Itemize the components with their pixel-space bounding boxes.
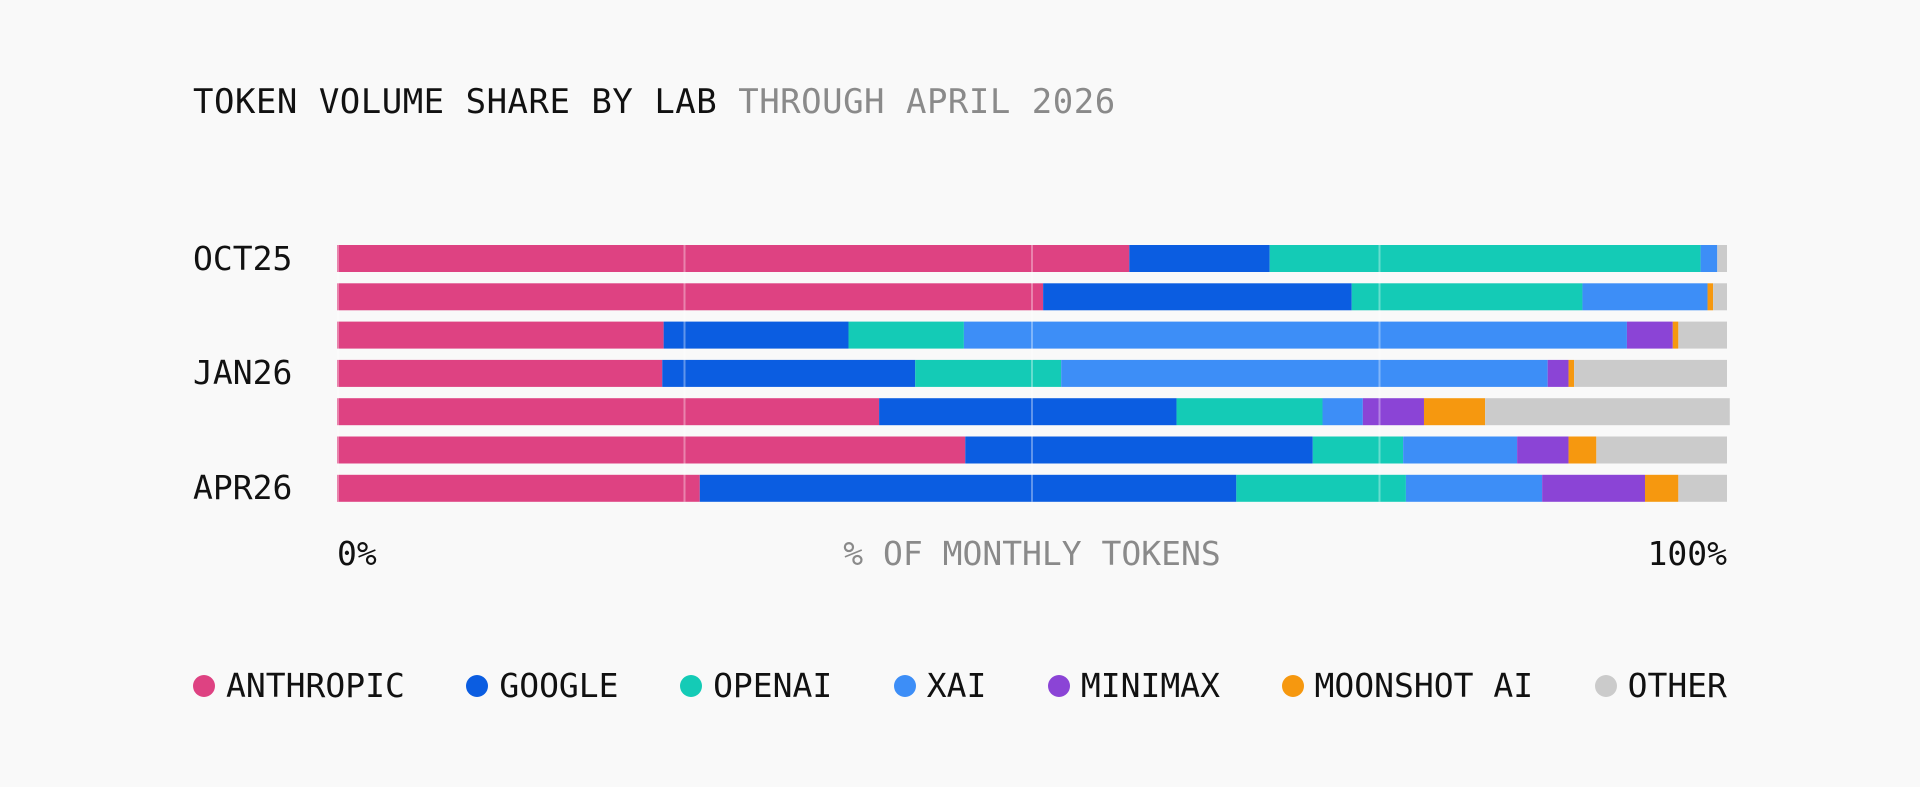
row-label-jan26: JAN26	[193, 353, 293, 393]
bar-segment-xai-4	[1322, 398, 1363, 426]
legend-item-moonshot-ai: MOONSHOT AI	[1281, 666, 1534, 706]
bar-segment-minimax-4	[1362, 398, 1424, 426]
legend-item-other: OTHER	[1594, 666, 1727, 706]
legend-swatch-google	[466, 675, 489, 697]
bar-segment-openai-6	[1236, 474, 1406, 502]
bar-segment-minimax-3	[1547, 359, 1569, 387]
legend-item-google: GOOGLE	[466, 666, 619, 706]
bar-segment-openai-5	[1312, 436, 1404, 464]
bar-segment-xai-2	[963, 321, 1627, 349]
bar-segment-google-1	[1043, 283, 1352, 311]
bar-segment-anthropic-4	[337, 398, 880, 426]
chart-title-main: TOKEN VOLUME SHARE BY LAB	[193, 82, 718, 122]
bar-segment-google-6	[699, 474, 1237, 502]
bar-segment-moonshot-ai-6	[1644, 474, 1679, 502]
legend-item-xai: XAI	[893, 666, 987, 706]
legend-swatch-minimax	[1047, 675, 1070, 697]
bar-segment-moonshot-ai-1	[1707, 283, 1714, 311]
bar-segment-anthropic-3	[337, 359, 663, 387]
bar-segment-moonshot-ai-5	[1568, 436, 1597, 464]
bar-segment-xai-5	[1403, 436, 1518, 464]
legend-swatch-other	[1594, 675, 1617, 697]
bar-segment-other-5	[1596, 436, 1727, 464]
legend-swatch-moonshot-ai	[1281, 675, 1304, 697]
bar-segment-minimax-5	[1517, 436, 1569, 464]
x-axis-title: % OF MONTHLY TOKENS	[843, 534, 1221, 573]
bar-segment-openai-3	[915, 359, 1062, 387]
bar-segment-other-4	[1485, 398, 1730, 426]
legend-swatch-openai	[680, 675, 703, 697]
x-axis-min-label: 0%	[337, 534, 377, 573]
bar-segment-openai-4	[1176, 398, 1323, 426]
legend-item-openai: OPENAI	[680, 666, 832, 706]
bar-segment-anthropic-0	[337, 245, 1130, 272]
bar-segment-google-4	[879, 398, 1177, 426]
legend-label-xai: XAI	[926, 666, 987, 705]
bar-segment-minimax-6	[1542, 474, 1645, 502]
legend-label-anthropic: ANTHROPIC	[226, 666, 405, 705]
row-label-apr26: APR26	[193, 468, 293, 508]
bar-segment-moonshot-ai-3	[1568, 359, 1575, 387]
legend-label-other: OTHER	[1627, 666, 1727, 705]
legend: ANTHROPIC GOOGLE OPENAI XAI MINIMAX MOONSHOT …	[193, 666, 1727, 706]
bar-segment-google-3	[662, 359, 916, 387]
bar-segment-anthropic-6	[337, 474, 700, 502]
bar-segment-other-0	[1717, 245, 1727, 272]
bar-segment-openai-2	[848, 321, 964, 349]
bar-segment-anthropic-2	[337, 321, 664, 349]
bar-segment-other-3	[1574, 359, 1727, 387]
bar-segment-moonshot-ai-2	[1672, 321, 1679, 349]
legend-label-moonshot-ai: MOONSHOT AI	[1314, 666, 1534, 705]
bar-segment-google-0	[1129, 245, 1270, 272]
legend-label-minimax: MINIMAX	[1080, 666, 1220, 705]
chart-title: TOKEN VOLUME SHARE BY LAB THROUGH APRIL …	[193, 80, 1116, 124]
bar-segment-xai-1	[1582, 283, 1708, 311]
bar-segment-openai-1	[1351, 283, 1583, 311]
x-axis-max-label: 100%	[1647, 534, 1727, 573]
legend-item-minimax: MINIMAX	[1047, 666, 1220, 706]
bar-segment-google-5	[965, 436, 1313, 464]
legend-swatch-anthropic	[193, 675, 215, 697]
bar-segment-openai-0	[1269, 245, 1701, 272]
legend-label-openai: OPENAI	[713, 666, 833, 705]
row-label-oct25: OCT25	[193, 238, 293, 278]
bar-segment-anthropic-1	[337, 283, 1044, 311]
bar-segment-other-1	[1713, 283, 1727, 311]
bar-segment-anthropic-5	[337, 436, 966, 464]
bar-segment-other-2	[1678, 321, 1727, 349]
bar-segment-xai-0	[1700, 245, 1718, 272]
chart-title-sub: THROUGH APRIL 2026	[738, 82, 1116, 122]
bar-segment-minimax-2	[1626, 321, 1673, 349]
bar-segment-xai-3	[1061, 359, 1548, 387]
legend-swatch-xai	[893, 675, 916, 697]
bar-segment-xai-6	[1405, 474, 1543, 502]
bar-segment-other-6	[1678, 474, 1727, 502]
legend-item-anthropic: ANTHROPIC	[193, 666, 405, 706]
legend-label-google: GOOGLE	[499, 666, 619, 705]
bar-segment-google-2	[663, 321, 849, 349]
bar-segment-moonshot-ai-4	[1423, 398, 1486, 426]
